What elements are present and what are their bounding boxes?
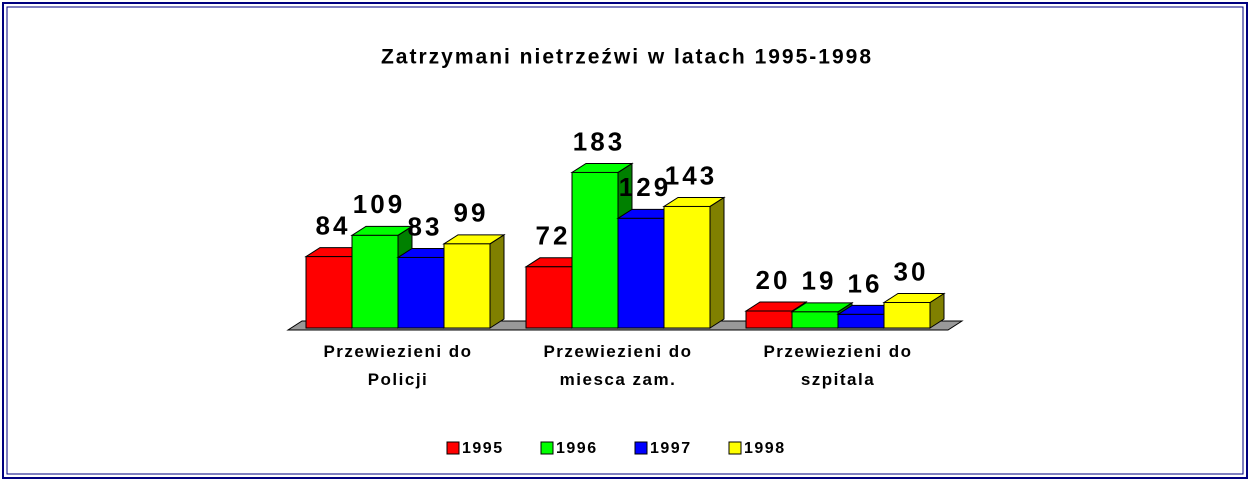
bar-front <box>571 171 619 329</box>
legend-swatch <box>446 441 460 455</box>
x-tick-label: Przewiezieni do miesca zam. <box>543 342 693 389</box>
bar-front <box>617 217 665 329</box>
bar-front <box>883 302 931 329</box>
bar <box>662 196 726 329</box>
x-tick-label: Przewiezieni do Policji <box>323 342 473 389</box>
legend-swatch <box>728 441 742 455</box>
bar-front <box>837 313 885 329</box>
inner-border <box>6 6 1244 475</box>
data-label: 16 <box>848 268 883 298</box>
x-tick-label: Przewiezieni do szpitala <box>763 342 913 389</box>
legend-label: 1997 <box>650 440 692 457</box>
legend-label: 1998 <box>744 440 786 457</box>
legend-swatch <box>540 441 554 455</box>
bar-front <box>351 234 399 329</box>
bar-front <box>745 310 793 329</box>
data-label: 99 <box>454 198 489 228</box>
data-label: 84 <box>316 210 351 240</box>
data-label: 129 <box>619 172 671 202</box>
chart-title: Zatrzymani nietrzeźwi w latach 1995-1998 <box>381 46 873 69</box>
bar-front <box>525 266 573 329</box>
data-label: 109 <box>353 189 405 219</box>
data-label: 30 <box>894 256 929 286</box>
bar-front <box>663 205 711 329</box>
legend-label: 1995 <box>462 440 504 457</box>
bar-side <box>709 196 725 329</box>
bar-front <box>443 243 491 329</box>
bar-front <box>791 311 839 329</box>
legend-swatch <box>634 441 648 455</box>
bar <box>882 292 946 329</box>
data-label: 72 <box>536 221 571 251</box>
data-label: 183 <box>573 126 625 156</box>
bar-side <box>489 233 505 329</box>
data-label: 19 <box>802 266 837 296</box>
data-label: 83 <box>408 211 443 241</box>
data-label: 20 <box>756 265 791 295</box>
data-label: 143 <box>665 160 717 190</box>
bar <box>442 233 506 329</box>
legend-label: 1996 <box>556 440 598 457</box>
bar-front <box>397 256 445 329</box>
bar-front <box>305 256 353 329</box>
